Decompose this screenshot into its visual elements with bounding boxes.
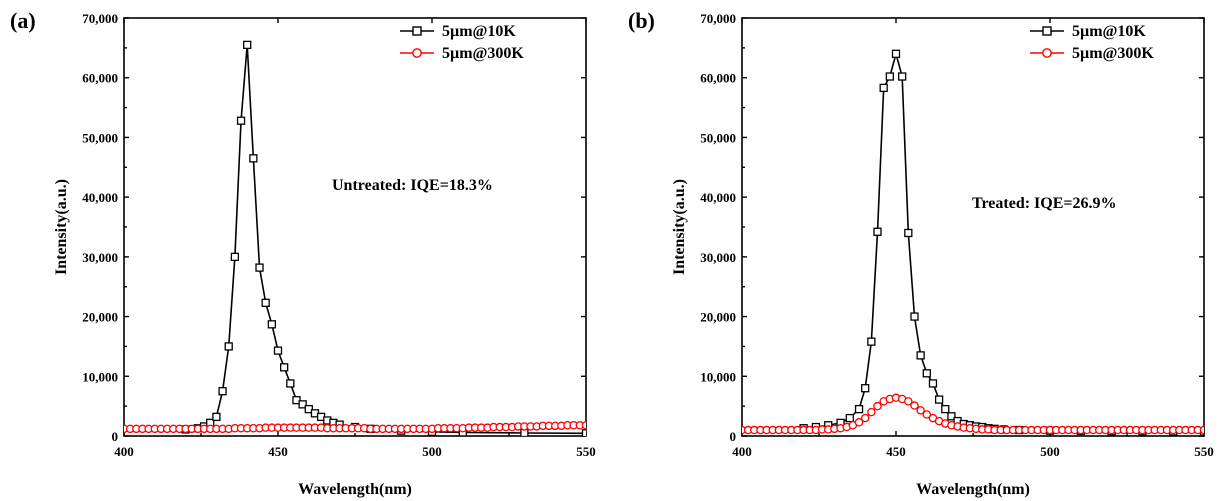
panel-label: (a) [10,8,36,33]
data-point-square [928,379,938,388]
data-point-square [230,252,240,262]
legend-marker-square [1042,26,1052,36]
y-axis-title: Intensity(a.u.) [53,179,70,275]
data-point-square [941,404,950,414]
data-point-square [224,342,233,351]
data-point-circle [854,418,864,427]
plot-frame [123,17,587,437]
y-tick-label: 0 [730,429,737,444]
series-10k [799,49,1204,436]
data-point-square [861,384,870,393]
x-axis-title: Wavelength(nm) [916,481,1030,498]
legend-label: 5µm@10K [442,23,516,40]
data-point-circle [1199,425,1204,435]
chart-panel-a: (a) 400 450 500 550 0 10,000 20,000 30,000 40,000… [10,8,596,498]
legend-marker-circle [412,48,422,58]
data-point-square [218,387,227,396]
data-point-square [292,396,301,405]
iqe-annotation: Untreated: IQE=18.3% [332,177,493,194]
legend-label: 5µm@300K [1072,45,1154,62]
x-tick-label: 450 [268,444,288,459]
y-tick-label: 40,000 [82,190,118,205]
data-point-square [922,369,931,378]
data-point-square [249,154,258,163]
legend-label: 5µm@10K [1072,23,1146,40]
y-tick-label: 20,000 [700,310,736,325]
data-point-square [236,116,246,125]
data-point-square [910,312,919,321]
data-point-square [286,379,295,388]
legend: 5µm@10K 5µm@300K [400,23,524,62]
x-tick-label: 550 [576,444,596,459]
panel-label: (b) [628,8,655,33]
data-point-square [273,346,283,355]
y-tick-label: 0 [112,429,119,444]
series-line [803,50,1204,433]
data-point-square [581,429,586,436]
data-point-square [243,40,252,50]
data-point-circle [873,401,882,411]
y-tick-label: 70,000 [82,11,118,26]
x-tick-label: 400 [114,444,134,459]
data-point-square [255,263,264,272]
data-point-square [212,412,221,422]
y-tick-label: 40,000 [700,190,736,205]
data-point-circle [922,410,932,419]
data-point-square [873,227,882,236]
x-axis-title: Wavelength(nm) [298,481,412,498]
plot-frame [741,17,1205,437]
data-point-circle [910,401,919,410]
iqe-annotation: Treated: IQE=26.9% [972,195,1117,212]
y-tick-label: 30,000 [82,250,118,265]
data-point-square [947,412,956,421]
legend-marker-square [412,26,422,36]
chart-panel-b: (b) 400 450 500 550 0 10,000 20,000 30,000 40,000… [628,8,1214,498]
y-tick-label: 10,000 [700,369,736,384]
data-point-square [854,404,864,414]
y-tick-label: 20,000 [82,310,118,325]
x-tick-label: 500 [1040,444,1060,459]
y-tick-label: 70,000 [700,11,736,26]
legend: 5µm@10K 5µm@300K [1030,23,1154,62]
legend-label: 5µm@300K [442,45,524,62]
x-tick-label: 500 [422,444,442,459]
x-tick-label: 400 [732,444,752,459]
data-point-circle [860,413,870,423]
series-300k [124,421,586,434]
y-tick-label: 50,000 [82,130,118,145]
data-point-circle [916,406,925,415]
data-point-square [867,337,876,346]
data-point-square [298,400,307,409]
data-point-square [280,363,289,372]
y-axis-title: Intensity(a.u.) [671,179,688,275]
data-point-square [934,395,944,404]
x-tick-label: 450 [886,444,906,459]
data-point-square [898,72,907,81]
y-tick-label: 60,000 [82,71,118,86]
data-point-square [904,228,913,238]
data-point-circle [904,397,913,406]
data-point-circle [581,421,586,430]
series-line [185,44,586,435]
data-point-square [261,298,270,307]
legend-marker-circle [1042,48,1052,58]
data-point-square [891,49,901,58]
series-10k [181,40,586,436]
series-300k [742,393,1204,435]
data-point-square [845,413,854,423]
data-point-square [916,351,925,360]
data-point-circle [867,407,876,417]
y-tick-label: 60,000 [700,71,736,86]
data-point-square [267,320,276,329]
data-point-square [885,72,894,81]
x-tick-label: 550 [1194,444,1214,459]
data-point-square [304,404,313,414]
y-tick-label: 10,000 [82,369,118,384]
y-tick-label: 30,000 [700,250,736,265]
y-tick-label: 50,000 [700,130,736,145]
data-point-square [879,83,888,93]
